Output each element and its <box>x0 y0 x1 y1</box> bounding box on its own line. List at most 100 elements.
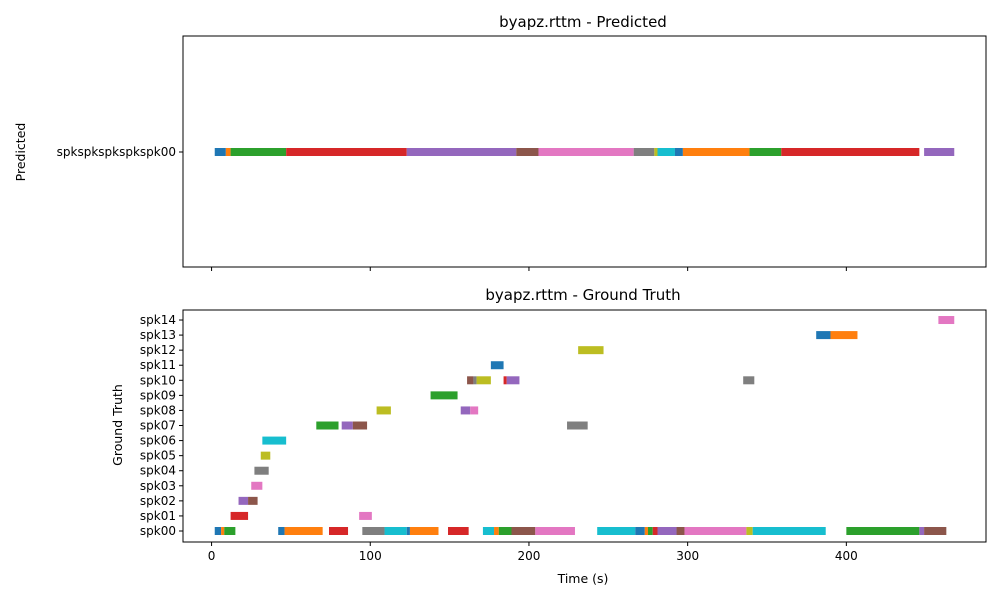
ground-truth-title: byapz.rttm - Ground Truth <box>485 286 680 304</box>
segment-spk00-20 <box>652 527 658 535</box>
segment-spkspkspkspkspk00-1 <box>225 148 231 156</box>
segment-spk01-30 <box>359 511 372 520</box>
x-tick-label-300: 300 <box>676 549 699 563</box>
segment-spk04-34 <box>254 466 269 475</box>
y-tick-label-spk09: spk09 <box>140 388 176 402</box>
segment-spk07-38 <box>341 421 353 430</box>
segment-spk00-14 <box>511 527 536 535</box>
y-tick-label-spk14: spk14 <box>140 313 176 327</box>
segment-spk00-13 <box>498 527 512 535</box>
segment-spkspkspkspkspk00-4 <box>406 148 517 156</box>
x-tick-label-200: 200 <box>518 549 541 563</box>
segment-spk00-3 <box>278 527 285 535</box>
predicted-y-ticks: spkspkspkspkspk00 <box>57 145 183 159</box>
y-tick-label-spkspkspkspkspk00: spkspkspkspkspk00 <box>57 145 176 159</box>
segment-spk00-6 <box>362 527 385 535</box>
segment-spk13-54 <box>830 331 858 340</box>
segment-spk00-26 <box>846 527 920 535</box>
segment-spk10-48 <box>503 376 507 385</box>
segment-spk02-31 <box>238 496 249 505</box>
predicted-segments <box>214 148 955 156</box>
segment-spkspkspkspkspk00-14 <box>924 148 955 156</box>
segment-spk07-37 <box>316 421 339 430</box>
ground-truth-segments <box>214 316 955 535</box>
y-tick-label-spk12: spk12 <box>140 343 176 357</box>
y-tick-label-spk13: spk13 <box>140 328 176 342</box>
segment-spk00-8 <box>406 527 410 535</box>
y-tick-label-spk02: spk02 <box>140 494 176 508</box>
ground-truth-panel: byapz.rttm - Ground Truth spk00spk01spk0… <box>110 286 987 586</box>
segment-spkspkspkspkspk00-5 <box>516 148 539 156</box>
y-tick-label-spk05: spk05 <box>140 449 176 463</box>
segment-spk00-11 <box>482 527 495 535</box>
ground-truth-x-ticks: 0 100 200 300 400 <box>208 542 858 563</box>
segment-spk13-53 <box>816 331 831 340</box>
segment-spk08-43 <box>470 406 479 415</box>
segment-spk00-2 <box>224 527 236 535</box>
y-tick-label-spk04: spk04 <box>140 464 176 478</box>
ground-truth-x-axis-label: Time (s) <box>557 571 609 586</box>
segment-spk00-0 <box>214 527 222 535</box>
segment-spkspkspkspkspk00-13 <box>781 148 920 156</box>
segment-spk00-10 <box>448 527 469 535</box>
predicted-title: byapz.rttm - Predicted <box>499 13 667 31</box>
segment-spk00-21 <box>657 527 677 535</box>
y-tick-label-spk10: spk10 <box>140 373 176 387</box>
x-tick-label-100: 100 <box>359 549 382 563</box>
segment-spk00-7 <box>384 527 407 535</box>
segment-spk09-44 <box>430 391 458 400</box>
segment-spk02-32 <box>248 496 258 505</box>
segment-spk14-55 <box>938 316 955 325</box>
y-tick-label-spk07: spk07 <box>140 419 176 433</box>
ground-truth-y-ticks: spk00spk01spk02spk03spk04spk05spk06spk07… <box>140 313 183 538</box>
segment-spk07-40 <box>567 421 588 430</box>
segment-spk08-41 <box>376 406 391 415</box>
segment-spk06-36 <box>262 436 287 445</box>
segment-spk00-28 <box>924 527 947 535</box>
y-tick-label-spk08: spk08 <box>140 403 176 417</box>
x-tick-label-0: 0 <box>208 549 216 563</box>
segment-spk10-47 <box>476 376 491 385</box>
y-tick-label-spk00: spk00 <box>140 524 176 538</box>
x-tick-label-400: 400 <box>835 549 858 563</box>
predicted-x-ticks <box>211 267 847 271</box>
segment-spk10-45 <box>467 376 474 385</box>
segment-spk08-42 <box>460 406 471 415</box>
segment-spk00-4 <box>284 527 323 535</box>
segment-spk11-51 <box>490 361 504 370</box>
segment-spk00-16 <box>597 527 636 535</box>
y-tick-label-spk03: spk03 <box>140 479 176 493</box>
segment-spkspkspkspkspk00-0 <box>214 148 226 156</box>
y-tick-label-spk06: spk06 <box>140 434 176 448</box>
segment-spkspkspkspkspk00-6 <box>538 148 634 156</box>
segment-spk00-9 <box>409 527 439 535</box>
segment-spkspkspkspkspk00-12 <box>749 148 782 156</box>
segment-spkspkspkspkspk00-9 <box>657 148 675 156</box>
segment-spk00-5 <box>329 527 349 535</box>
segment-spkspkspkspkspk00-7 <box>633 148 655 156</box>
y-tick-label-spk11: spk11 <box>140 358 176 372</box>
y-tick-label-spk01: spk01 <box>140 509 176 523</box>
segment-spk05-35 <box>260 451 271 460</box>
predicted-panel: byapz.rttm - Predicted spkspkspkspkspk00… <box>13 13 987 271</box>
segment-spk10-50 <box>743 376 755 385</box>
predicted-y-axis-label: Predicted <box>13 123 28 182</box>
segment-spk10-49 <box>506 376 520 385</box>
segment-spk00-18 <box>644 527 648 535</box>
segment-spk07-39 <box>352 421 368 430</box>
segment-spk00-25 <box>752 527 826 535</box>
segment-spkspkspkspkspk00-3 <box>286 148 407 156</box>
segment-spk00-12 <box>494 527 499 535</box>
ground-truth-y-axis-label: Ground Truth <box>110 384 125 466</box>
segment-spk12-52 <box>578 346 604 355</box>
segment-spk00-15 <box>535 527 575 535</box>
segment-spk00-1 <box>221 527 225 535</box>
segment-spk00-24 <box>746 527 753 535</box>
segment-spk10-46 <box>473 376 477 385</box>
segment-spk01-29 <box>230 511 249 520</box>
segment-spk03-33 <box>251 481 263 490</box>
segment-spk00-17 <box>635 527 645 535</box>
segment-spk00-23 <box>684 527 747 535</box>
